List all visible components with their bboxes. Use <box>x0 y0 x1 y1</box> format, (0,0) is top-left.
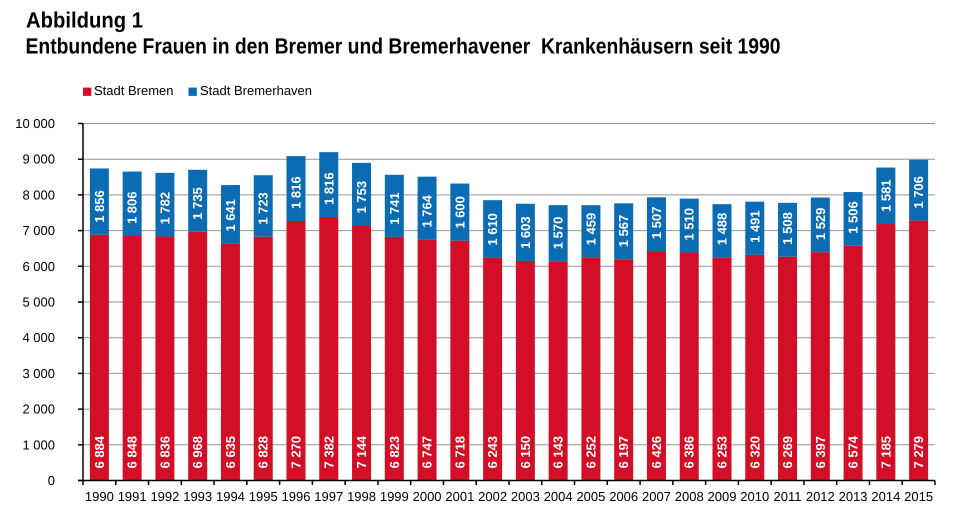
svg-text:2005: 2005 <box>576 489 605 504</box>
svg-text:6 426: 6 426 <box>649 436 664 469</box>
svg-text:1 508: 1 508 <box>780 212 795 245</box>
svg-text:6 747: 6 747 <box>420 436 435 469</box>
svg-text:6 848: 6 848 <box>125 436 140 469</box>
svg-text:1 806: 1 806 <box>125 191 140 224</box>
svg-text:2 000: 2 000 <box>22 402 55 417</box>
svg-text:7 382: 7 382 <box>321 436 336 469</box>
svg-text:2006: 2006 <box>609 489 638 504</box>
svg-text:1992: 1992 <box>150 489 179 504</box>
svg-text:7 279: 7 279 <box>911 436 926 469</box>
svg-text:2010: 2010 <box>740 489 769 504</box>
svg-text:1 603: 1 603 <box>518 216 533 249</box>
svg-text:6 386: 6 386 <box>682 436 697 469</box>
svg-text:6 150: 6 150 <box>518 436 533 469</box>
svg-text:1 641: 1 641 <box>223 199 238 232</box>
svg-text:6 269: 6 269 <box>780 436 795 469</box>
svg-text:6 828: 6 828 <box>256 436 271 469</box>
svg-text:6 968: 6 968 <box>190 436 205 469</box>
svg-text:4 000: 4 000 <box>22 330 55 345</box>
svg-text:1996: 1996 <box>282 489 311 504</box>
svg-text:1 507: 1 507 <box>649 207 664 240</box>
svg-text:6 397: 6 397 <box>813 436 828 469</box>
svg-text:1 488: 1 488 <box>715 213 730 246</box>
svg-text:0: 0 <box>48 473 55 488</box>
svg-text:1 735: 1 735 <box>190 187 205 220</box>
svg-text:1 510: 1 510 <box>682 208 697 241</box>
svg-text:6 320: 6 320 <box>747 436 762 469</box>
svg-text:6 143: 6 143 <box>551 436 566 469</box>
svg-text:1 570: 1 570 <box>551 217 566 250</box>
svg-text:2009: 2009 <box>708 489 737 504</box>
svg-text:6 836: 6 836 <box>157 436 172 469</box>
svg-text:1 764: 1 764 <box>420 194 435 227</box>
svg-text:1 581: 1 581 <box>878 179 893 212</box>
svg-text:Stadt Bremen: Stadt Bremen <box>94 83 174 98</box>
svg-text:2008: 2008 <box>675 489 704 504</box>
svg-text:1 741: 1 741 <box>387 192 402 225</box>
svg-text:2011: 2011 <box>774 489 802 504</box>
svg-text:1 706: 1 706 <box>911 176 926 209</box>
svg-text:6 000: 6 000 <box>22 259 55 274</box>
svg-text:2002: 2002 <box>478 489 507 504</box>
svg-text:6 253: 6 253 <box>715 436 730 469</box>
svg-text:5 000: 5 000 <box>22 295 55 310</box>
svg-text:6 252: 6 252 <box>583 436 598 469</box>
svg-text:Abbildung 1: Abbildung 1 <box>26 8 143 33</box>
svg-text:7 185: 7 185 <box>878 436 893 469</box>
svg-text:1 753: 1 753 <box>354 181 369 214</box>
svg-text:1 782: 1 782 <box>157 192 172 225</box>
svg-text:6 243: 6 243 <box>485 436 500 469</box>
svg-text:1995: 1995 <box>249 489 278 504</box>
svg-text:2014: 2014 <box>871 489 900 504</box>
svg-text:2000: 2000 <box>413 489 442 504</box>
svg-text:1999: 1999 <box>380 489 409 504</box>
svg-text:2013: 2013 <box>839 489 868 504</box>
svg-text:6 823: 6 823 <box>387 436 402 469</box>
svg-text:2012: 2012 <box>806 489 835 504</box>
svg-text:1998: 1998 <box>347 489 376 504</box>
svg-text:1 491: 1 491 <box>747 210 762 243</box>
svg-text:Stadt Bremerhaven: Stadt Bremerhaven <box>200 83 312 98</box>
svg-text:1994: 1994 <box>216 489 245 504</box>
svg-text:1997: 1997 <box>314 489 343 504</box>
svg-text:1 506: 1 506 <box>846 201 861 234</box>
svg-text:1 816: 1 816 <box>321 172 336 205</box>
svg-text:2001: 2001 <box>445 489 474 504</box>
svg-text:6 197: 6 197 <box>616 436 631 469</box>
svg-text:7 270: 7 270 <box>289 436 304 469</box>
svg-text:1 529: 1 529 <box>813 208 828 241</box>
svg-text:Entbundene Frauen in den Breme: Entbundene Frauen in den Bremer und Brem… <box>26 33 781 58</box>
svg-text:2004: 2004 <box>544 489 573 504</box>
svg-text:1991: 1991 <box>118 489 147 504</box>
svg-text:8 000: 8 000 <box>22 187 55 202</box>
svg-text:6 718: 6 718 <box>452 436 467 469</box>
svg-text:1 567: 1 567 <box>616 215 631 248</box>
svg-text:6 574: 6 574 <box>846 435 861 468</box>
svg-text:6 884: 6 884 <box>92 435 107 468</box>
svg-text:1 816: 1 816 <box>289 176 304 209</box>
svg-text:6 635: 6 635 <box>223 436 238 469</box>
svg-text:1 600: 1 600 <box>452 196 467 229</box>
svg-text:1 723: 1 723 <box>256 192 271 225</box>
svg-text:9 000: 9 000 <box>22 152 55 167</box>
svg-text:1 856: 1 856 <box>92 190 107 223</box>
svg-text:2015: 2015 <box>904 489 933 504</box>
svg-text:10 000: 10 000 <box>15 116 55 131</box>
svg-text:1 000: 1 000 <box>22 437 55 452</box>
svg-text:1 459: 1 459 <box>583 213 598 246</box>
svg-text:3 000: 3 000 <box>22 366 55 381</box>
svg-text:7 144: 7 144 <box>354 435 369 468</box>
svg-text:1993: 1993 <box>183 489 212 504</box>
svg-text:1990: 1990 <box>85 489 114 504</box>
svg-text:7 000: 7 000 <box>22 223 55 238</box>
svg-text:2007: 2007 <box>642 489 671 504</box>
svg-text:1 610: 1 610 <box>485 213 500 246</box>
svg-text:2003: 2003 <box>511 489 540 504</box>
